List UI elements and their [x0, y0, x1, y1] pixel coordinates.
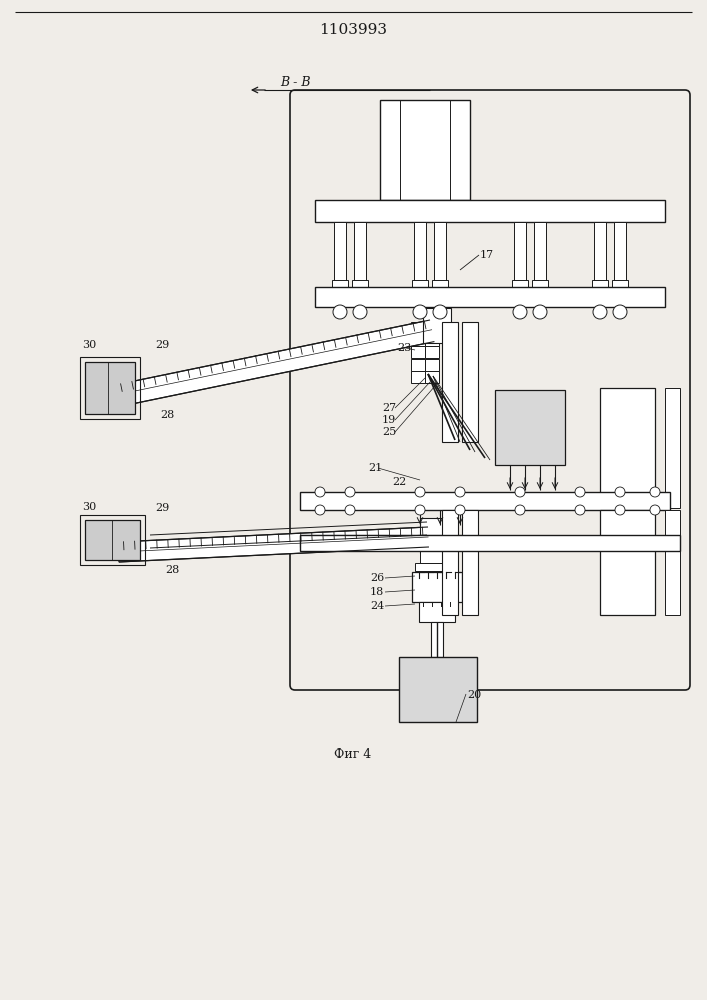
Text: 29: 29	[155, 340, 169, 350]
Bar	[315, 200, 665, 222]
Circle shape	[433, 305, 447, 319]
Bar	[495, 390, 565, 465]
Circle shape	[575, 505, 585, 515]
Bar	[411, 322, 425, 334]
Text: 17: 17	[480, 250, 494, 260]
Circle shape	[650, 487, 660, 497]
Bar	[512, 280, 528, 290]
Bar	[514, 222, 526, 287]
Bar	[534, 222, 546, 287]
Circle shape	[615, 487, 625, 497]
Bar	[600, 388, 655, 508]
Bar	[425, 371, 439, 383]
Bar	[412, 572, 462, 602]
Circle shape	[593, 305, 607, 319]
Bar	[80, 357, 140, 419]
Circle shape	[333, 305, 347, 319]
Bar	[415, 563, 453, 571]
Bar	[420, 518, 450, 553]
Bar	[399, 657, 477, 722]
Text: 26: 26	[370, 573, 384, 583]
Circle shape	[615, 505, 625, 515]
Polygon shape	[115, 320, 434, 407]
Bar	[665, 510, 680, 615]
Text: 1103993: 1103993	[319, 23, 387, 37]
Bar	[80, 515, 145, 565]
Circle shape	[613, 305, 627, 319]
Circle shape	[415, 487, 425, 497]
Bar	[315, 287, 665, 307]
Bar	[425, 346, 439, 358]
Text: 23: 23	[397, 343, 411, 353]
Bar	[425, 322, 439, 334]
Bar	[352, 280, 368, 290]
Circle shape	[415, 505, 425, 515]
Bar	[85, 520, 140, 560]
Text: Фиг 4: Фиг 4	[334, 748, 372, 762]
Bar	[532, 280, 548, 290]
Bar	[592, 280, 608, 290]
Circle shape	[455, 505, 465, 515]
Circle shape	[315, 505, 325, 515]
Text: 30: 30	[82, 340, 96, 350]
Bar	[332, 280, 348, 290]
Text: 19: 19	[382, 415, 396, 425]
Circle shape	[533, 305, 547, 319]
Bar	[420, 548, 450, 563]
Circle shape	[345, 487, 355, 497]
Circle shape	[513, 305, 527, 319]
Bar	[462, 510, 478, 615]
Text: 27: 27	[382, 403, 396, 413]
Text: 18: 18	[370, 587, 384, 597]
Text: 22: 22	[392, 477, 407, 487]
Circle shape	[515, 505, 525, 515]
Circle shape	[575, 487, 585, 497]
Bar	[425, 359, 439, 371]
Circle shape	[515, 487, 525, 497]
Bar	[300, 535, 475, 547]
Text: 25: 25	[382, 427, 396, 437]
Text: 28: 28	[160, 410, 174, 420]
Bar	[462, 322, 478, 442]
Bar	[300, 492, 670, 510]
Bar	[412, 280, 428, 290]
Bar	[423, 308, 451, 343]
Bar	[300, 535, 680, 551]
Bar	[612, 280, 628, 290]
Bar	[665, 388, 680, 508]
Bar	[334, 222, 346, 287]
Text: 24: 24	[370, 601, 384, 611]
Bar	[380, 100, 470, 200]
Bar	[614, 222, 626, 287]
Text: 21: 21	[368, 463, 382, 473]
Circle shape	[413, 305, 427, 319]
Bar	[425, 334, 439, 346]
Circle shape	[345, 505, 355, 515]
Bar	[600, 510, 655, 615]
Bar	[419, 602, 455, 622]
Bar	[442, 510, 458, 615]
Bar	[411, 346, 425, 358]
Text: 20: 20	[467, 690, 481, 700]
Polygon shape	[118, 527, 429, 562]
Circle shape	[353, 305, 367, 319]
Bar	[411, 359, 425, 371]
Bar	[432, 280, 448, 290]
Bar	[442, 322, 458, 442]
Text: B - B: B - B	[280, 76, 310, 89]
Bar	[414, 222, 426, 287]
Circle shape	[315, 487, 325, 497]
Bar	[431, 622, 443, 657]
Bar	[434, 222, 446, 287]
Bar	[594, 222, 606, 287]
Bar	[85, 362, 135, 414]
Circle shape	[650, 505, 660, 515]
Bar	[411, 371, 425, 383]
Circle shape	[455, 487, 465, 497]
Text: 29: 29	[155, 503, 169, 513]
Text: 28: 28	[165, 565, 180, 575]
Text: 30: 30	[82, 502, 96, 512]
Bar	[411, 334, 425, 346]
Bar	[354, 222, 366, 287]
